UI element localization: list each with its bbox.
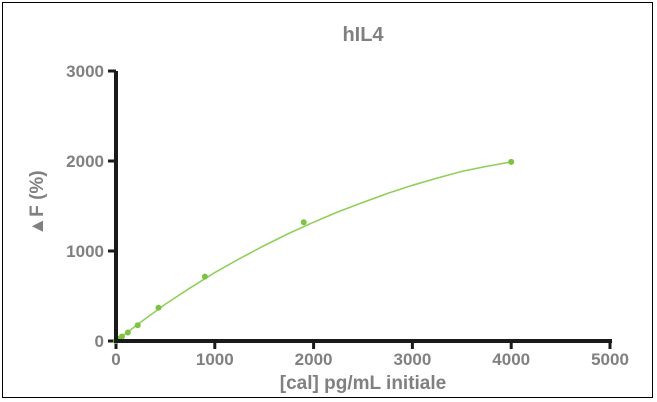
x-tick-label: 2000	[295, 350, 333, 369]
x-tick-label: 1000	[196, 350, 234, 369]
data-points	[113, 158, 515, 344]
y-tick-label: 2000	[66, 152, 104, 171]
x-tick-label: 0	[111, 350, 120, 369]
data-point	[134, 322, 141, 329]
x-axis-label: [cal] pg/mL initiale	[280, 373, 446, 394]
y-axis-label: ▲F (%)	[27, 170, 48, 235]
x-tick-label: 4000	[492, 350, 530, 369]
data-point	[124, 329, 131, 336]
x-tick-label: 5000	[591, 350, 629, 369]
chart: hIL4 0 1000 2000 3000 0 1000 2000 3000 4000 5000…	[27, 24, 629, 394]
data-point	[201, 273, 208, 280]
y-tick-label: 3000	[66, 62, 104, 81]
y-axis-ticks: 0 1000 2000 3000	[66, 62, 116, 351]
chart-frame: hIL4 0 1000 2000 3000 0 1000 2000 3000 4000 5000…	[2, 2, 653, 398]
y-tick-label: 0	[95, 332, 104, 351]
fit-curve	[115, 161, 512, 342]
x-axis-ticks: 0 1000 2000 3000 4000 5000	[111, 341, 629, 369]
data-point	[300, 219, 307, 226]
data-point	[508, 158, 515, 165]
x-tick-label: 3000	[393, 350, 431, 369]
data-point	[118, 333, 125, 340]
data-point	[155, 304, 162, 311]
chart-title: hIL4	[342, 24, 384, 46]
y-tick-label: 1000	[66, 242, 104, 261]
